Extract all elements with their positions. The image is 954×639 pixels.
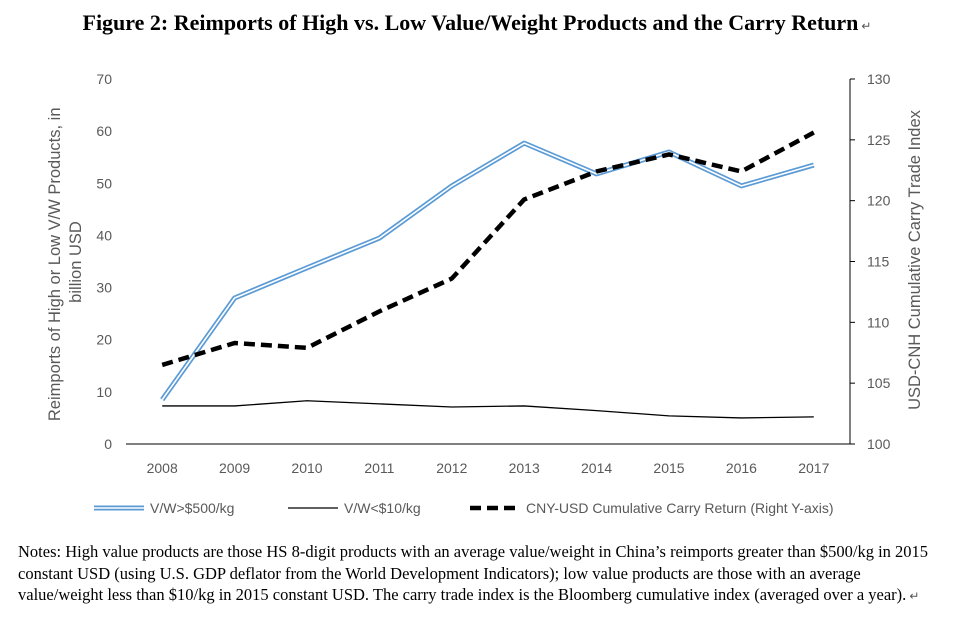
legend-high-vw-label: V/W>$500/kg	[150, 500, 234, 516]
x-tick-label: 2008	[147, 460, 178, 476]
x-tick-label: 2016	[726, 460, 757, 476]
figure-title: Figure 2: Reimports of High vs. Low Valu…	[0, 10, 954, 36]
right-y-tick-label: 100	[867, 436, 891, 452]
notes-paragraph: Notes: High value products are those HS …	[18, 541, 948, 608]
left-y-tick-label: 0	[104, 436, 112, 452]
right-y-tick-label: 130	[867, 71, 891, 87]
right-y-tick-label: 120	[867, 193, 891, 209]
notes-paragraph-mark: ↵	[909, 589, 920, 603]
right-y-ticks: 100 105 110 115 120 125 130	[850, 71, 891, 452]
left-y-axis-label-line-1: Reimports of High or Low V/W Products, i…	[46, 107, 64, 421]
x-tick-label: 2009	[219, 460, 250, 476]
paragraph-mark: ↵	[861, 19, 872, 33]
left-y-tick-label: 50	[96, 175, 112, 191]
left-y-axis-label: Reimports of High or Low V/W Products, i…	[46, 103, 85, 421]
x-tick-label: 2011	[364, 460, 394, 476]
right-y-tick-label: 125	[867, 132, 891, 148]
x-tick-label: 2013	[509, 460, 540, 476]
x-tick-label: 2017	[798, 460, 829, 476]
figure-title-text: Figure 2: Reimports of High vs. Low Valu…	[82, 10, 859, 35]
right-y-tick-label: 110	[867, 314, 890, 330]
x-ticks: 2008 2009 2010 2011 2012 2013 2014 2015 2016 2017	[147, 460, 830, 476]
chart-axes	[126, 79, 851, 445]
left-y-tick-label: 10	[96, 384, 112, 400]
x-tick-label: 2015	[653, 460, 684, 476]
left-y-tick-label: 20	[96, 332, 112, 348]
series-layer	[160, 130, 815, 419]
right-y-axis-label: USD-CNH Cumulative Carry Trade Index	[906, 109, 924, 410]
left-y-axis-label-line-2: billion USD	[67, 221, 85, 303]
legend-low-vw-label: V/W<$10/kg	[344, 500, 421, 516]
line-chart: 0 10 20 30 40 50 60 70 100 105 110 115 120 125 130 20…	[46, 71, 924, 516]
left-y-ticks: 0 10 20 30 40 50 60 70	[96, 71, 112, 452]
legend: V/W>$500/kg V/W<$10/kg CNY-USD Cumulative …	[94, 500, 834, 516]
x-tick-label: 2012	[436, 460, 467, 476]
high-vw-series-line-outer	[160, 140, 815, 402]
low-vw-series-line	[162, 400, 814, 419]
high-vw-series-line-inner	[161, 142, 815, 401]
left-y-tick-label: 30	[96, 280, 112, 296]
right-y-tick-label: 105	[867, 375, 891, 391]
right-y-tick-label: 115	[867, 254, 890, 270]
left-y-tick-label: 60	[96, 123, 112, 139]
x-tick-label: 2010	[291, 460, 322, 476]
carry-return-series-line	[161, 130, 815, 368]
legend-carry-return-label: CNY-USD Cumulative Carry Return (Right Y…	[526, 500, 834, 516]
x-tick-label: 2014	[581, 460, 612, 476]
left-y-tick-label: 70	[96, 71, 112, 87]
notes-text: Notes: High value products are those HS …	[18, 542, 929, 604]
left-y-tick-label: 40	[96, 227, 112, 243]
